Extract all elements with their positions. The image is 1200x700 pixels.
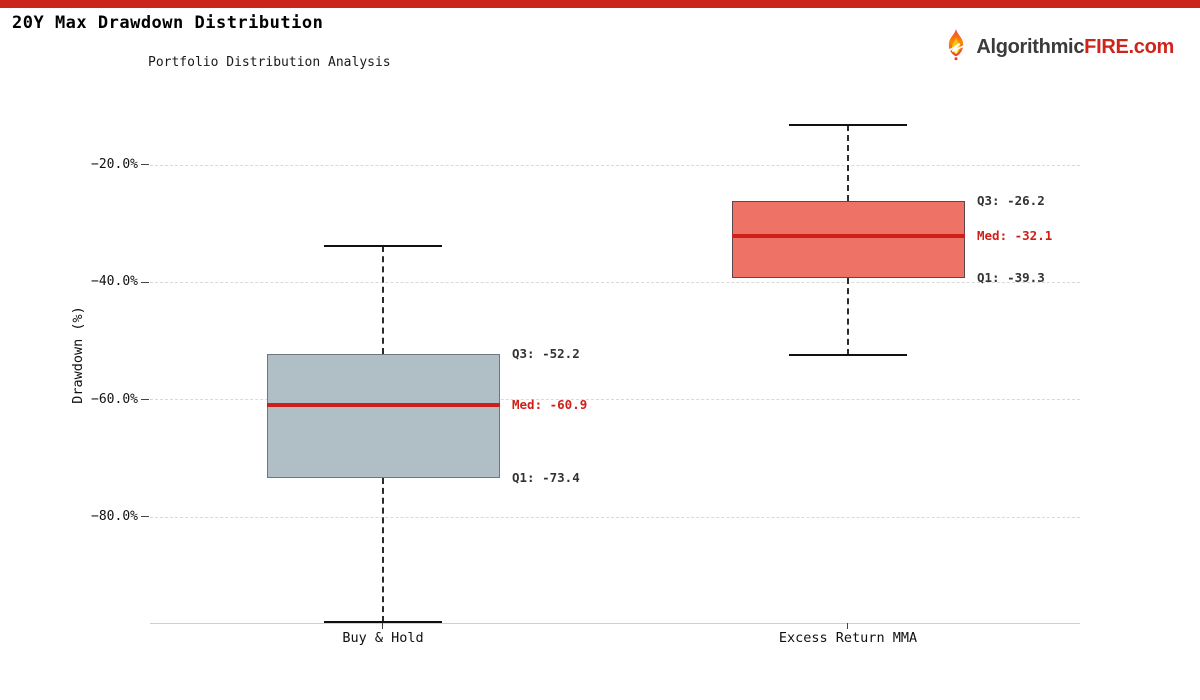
upper-whisker-cap (789, 124, 907, 127)
y-tick-mark (141, 398, 149, 400)
x-tick-mark (382, 623, 384, 629)
upper-whisker-stem (847, 125, 849, 202)
median-line (266, 402, 500, 407)
q3-annotation: Q3: -52.2 (512, 345, 580, 361)
upper-whisker-cap (324, 244, 442, 247)
box-excess-return-mma (731, 201, 965, 279)
page-title: 20Y Max Drawdown Distribution (12, 13, 324, 33)
q3-annotation: Q3: -26.2 (977, 193, 1045, 209)
lower-whisker-stem (382, 478, 384, 623)
x-category-label: Excess Return MMA (778, 630, 918, 646)
chart-subtitle: Portfolio Distribution Analysis (148, 55, 391, 70)
gridline (150, 164, 1080, 166)
gridline (150, 399, 1080, 401)
box-buy-and-hold (266, 353, 500, 479)
median-annotation: Med: -32.1 (977, 227, 1053, 243)
y-tick-label: −60.0% (91, 391, 138, 407)
brand-name: AlgorithmicFIRE.com (976, 36, 1174, 59)
x-axis-spine (150, 623, 1080, 624)
y-tick-mark (141, 281, 149, 283)
brand-name-dark: Algorithmic (976, 35, 1085, 58)
y-tick-label: −40.0% (91, 274, 138, 290)
y-tick-mark (141, 164, 149, 166)
y-tick-label: −80.0% (91, 509, 138, 525)
median-line (731, 233, 965, 238)
x-category-label: Buy & Hold (342, 630, 424, 646)
y-tick-mark (141, 516, 149, 518)
lower-whisker-stem (847, 278, 849, 356)
y-tick-label: −20.0% (91, 157, 138, 172)
x-tick-mark (847, 623, 849, 629)
accent-top-bar (0, 0, 1200, 8)
q1-annotation: Q1: -73.4 (512, 470, 580, 486)
median-annotation: Med: -60.9 (512, 396, 588, 412)
lower-whisker-cap (789, 354, 907, 357)
gridline (150, 516, 1080, 518)
q1-annotation: Q1: -39.3 (977, 270, 1045, 286)
brand-logo: AlgorithmicFIRE.com (941, 28, 1174, 66)
upper-whisker-stem (382, 245, 384, 354)
gridline (150, 281, 1080, 283)
fire-icon (941, 27, 971, 67)
lower-whisker-cap (324, 621, 442, 624)
brand-name-red: FIRE.com (1084, 35, 1174, 58)
